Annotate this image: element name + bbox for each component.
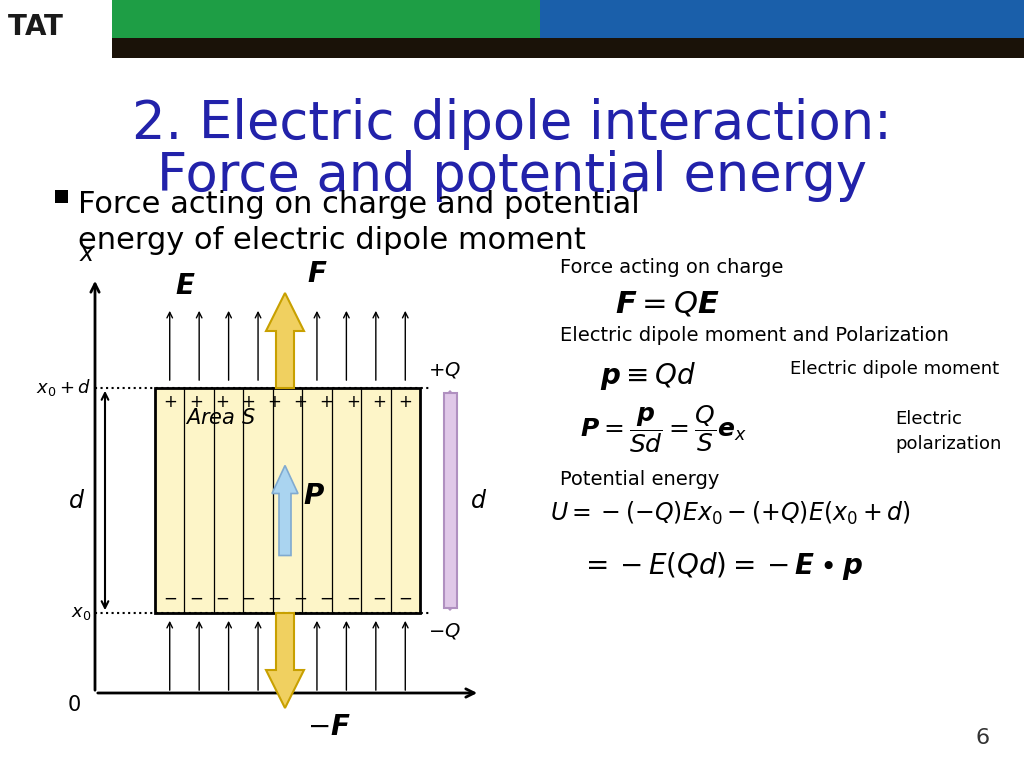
Text: $\boldsymbol{F} = Q\boldsymbol{E}$: $\boldsymbol{F} = Q\boldsymbol{E}$: [615, 290, 720, 319]
FancyArrow shape: [443, 393, 457, 608]
Text: −: −: [319, 590, 334, 608]
Text: +: +: [189, 393, 203, 411]
FancyArrow shape: [272, 465, 298, 555]
Text: Electric dipole moment and Polarization: Electric dipole moment and Polarization: [560, 326, 949, 345]
Text: $x_0$: $x_0$: [71, 604, 91, 622]
Bar: [110, 38, 1024, 58]
Text: $d$: $d$: [470, 488, 487, 512]
Text: $\boldsymbol{P} = \dfrac{\boldsymbol{p}}{Sd} = \dfrac{Q}{S}\boldsymbol{e}_x$: $\boldsymbol{P} = \dfrac{\boldsymbol{p}}…: [580, 403, 748, 455]
Text: −: −: [372, 590, 386, 608]
Text: −: −: [398, 590, 412, 608]
Bar: [110, 0, 540, 40]
Bar: [0, 0, 112, 68]
Text: Electric
polarization: Electric polarization: [895, 410, 1001, 453]
Text: $x_0+d$: $x_0+d$: [36, 378, 91, 399]
Text: Electric dipole moment: Electric dipole moment: [790, 360, 999, 378]
Text: Force and potential energy: Force and potential energy: [157, 150, 867, 202]
Text: +: +: [319, 393, 334, 411]
Text: Force acting on charge and potential: Force acting on charge and potential: [78, 190, 640, 219]
Text: +: +: [163, 393, 177, 411]
Bar: [155, 388, 420, 613]
Text: $\boldsymbol{P}$: $\boldsymbol{P}$: [303, 482, 325, 509]
Text: −: −: [189, 590, 203, 608]
Text: +: +: [267, 393, 282, 411]
Text: $+Q$: $+Q$: [428, 360, 461, 380]
Text: $x$: $x$: [79, 242, 95, 266]
Text: $0$: $0$: [68, 695, 81, 715]
Text: $\boldsymbol{E}$: $\boldsymbol{E}$: [175, 272, 196, 300]
Text: $U = -(-Q)Ex_0 - (+Q)E(x_0 + d)$: $U = -(-Q)Ex_0 - (+Q)E(x_0 + d)$: [550, 500, 910, 527]
Text: $d$: $d$: [69, 488, 86, 512]
Text: 6: 6: [976, 728, 990, 748]
Text: $\boldsymbol{p} \equiv Qd$: $\boldsymbol{p} \equiv Qd$: [600, 360, 695, 392]
Text: $-\boldsymbol{F}$: $-\boldsymbol{F}$: [307, 713, 351, 741]
Text: Area $S$: Area $S$: [185, 408, 256, 428]
Text: T: T: [44, 13, 62, 41]
Text: −: −: [294, 590, 307, 608]
Text: +: +: [215, 393, 229, 411]
Text: A: A: [25, 13, 46, 41]
Text: $-Q$: $-Q$: [428, 621, 461, 641]
Bar: [55, 190, 68, 203]
Text: $\boldsymbol{F}$: $\boldsymbol{F}$: [307, 260, 328, 288]
Text: $= -E(Qd) = -\boldsymbol{E} \bullet \boldsymbol{p}$: $= -E(Qd) = -\boldsymbol{E} \bullet \bol…: [580, 550, 863, 582]
Text: +: +: [372, 393, 386, 411]
FancyArrow shape: [266, 293, 304, 388]
Text: +: +: [294, 393, 307, 411]
Text: −: −: [163, 590, 177, 608]
Text: −: −: [242, 590, 255, 608]
FancyArrow shape: [266, 613, 304, 708]
Text: +: +: [398, 393, 412, 411]
Text: +: +: [242, 393, 255, 411]
Bar: [540, 0, 1024, 40]
Text: 2. Electric dipole interaction:: 2. Electric dipole interaction:: [132, 98, 892, 150]
Text: Force acting on charge: Force acting on charge: [560, 258, 783, 277]
Text: +: +: [346, 393, 359, 411]
Text: −: −: [215, 590, 229, 608]
Text: Potential energy: Potential energy: [560, 470, 720, 489]
Text: −: −: [267, 590, 282, 608]
Text: −: −: [346, 590, 359, 608]
Text: energy of electric dipole moment: energy of electric dipole moment: [78, 226, 586, 255]
Text: T: T: [8, 13, 27, 41]
